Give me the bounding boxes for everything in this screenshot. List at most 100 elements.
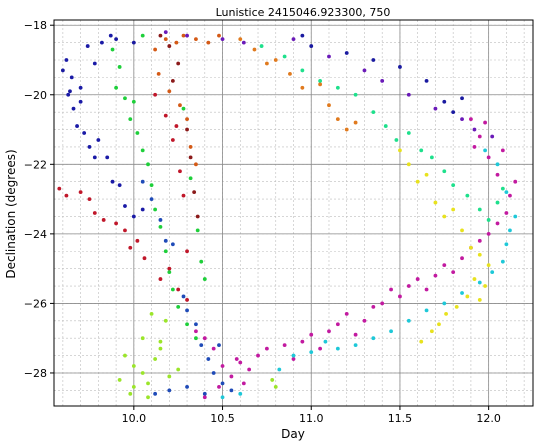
data-point [75,124,79,128]
data-point [451,110,456,115]
data-point [406,162,411,167]
data-point [442,169,447,174]
data-point [220,364,225,368]
x-tick-label: 10.5 [210,412,235,425]
data-point [264,346,269,351]
data-point [123,96,127,101]
data-point [167,89,172,94]
data-point [181,106,186,111]
data-point [486,218,491,222]
data-point [238,37,243,42]
data-point [192,190,197,195]
data-point [202,391,207,396]
data-point [419,148,424,153]
data-point [158,225,163,229]
data-point [188,145,193,149]
data-point [153,357,158,361]
data-point [185,117,189,122]
data-point [234,357,239,361]
data-point [508,228,512,233]
data-point [460,256,464,261]
data-point [194,37,198,42]
data-point [153,391,158,396]
data-point [465,294,470,299]
data-point [220,381,225,386]
data-point [185,127,189,132]
data-point [101,218,106,222]
data-point [362,318,367,323]
data-point [371,336,376,341]
y-tick-label: −24 [24,228,47,241]
data-point [429,329,434,334]
data-point [394,138,399,142]
data-point [181,193,186,198]
data-point [486,263,491,268]
data-point [353,343,358,348]
x-tick-label: 11.0 [299,412,324,425]
grid [54,20,533,406]
data-point [419,339,424,344]
data-point [472,277,477,281]
data-point [288,72,292,76]
data-point [495,200,500,205]
data-point [110,179,115,184]
data-point [117,378,122,382]
data-point [163,318,168,323]
data-point [277,367,282,372]
data-point [158,218,163,222]
data-point [335,322,340,327]
data-point [398,294,402,299]
data-point [82,131,87,135]
data-point [188,155,193,160]
data-point [477,280,482,285]
data-point [194,162,198,167]
data-point [149,197,154,201]
axis-ticks: 10.0 10.5 11.0 11.5 12.0 −18 −20 −22 −24 −26 −28 [24,19,501,425]
data-point [389,287,393,292]
y-tick-label: −18 [24,19,47,32]
data-point [194,329,198,334]
data-point [238,360,243,365]
data-point [335,85,340,90]
data-point [389,329,393,334]
data-point [146,395,150,400]
y-axis-title: Declination (degrees) [4,149,18,278]
data-point [195,214,200,219]
data-point [344,311,349,316]
data-point [406,318,411,323]
data-point [131,40,136,45]
data-point [87,145,92,149]
data-point [114,37,118,42]
y-tick-label: −28 [24,367,47,380]
data-point [490,270,495,275]
data-point [163,238,168,243]
data-point [146,162,150,167]
data-point [66,92,71,97]
data-point [241,381,246,386]
data-point [194,336,198,341]
data-point [108,33,113,38]
data-point [460,96,464,101]
data-point [128,245,133,250]
data-point [167,266,172,271]
data-point [96,138,101,142]
chart-title: Lunistice 2415046.923300, 750 [216,6,391,19]
data-point [454,304,459,309]
data-point [353,332,358,337]
data-point [309,350,314,354]
data-point [323,339,328,344]
data-point [135,131,140,135]
data-point [291,37,296,42]
data-point [140,207,145,212]
data-point [167,388,172,393]
data-point [170,242,175,247]
data-point [335,346,340,351]
data-point [87,197,92,201]
data-point [406,92,411,97]
data-point [123,204,127,208]
data-point [406,284,411,288]
data-point [123,353,127,358]
data-point [229,374,234,379]
data-point [433,273,438,278]
data-point [300,339,305,344]
